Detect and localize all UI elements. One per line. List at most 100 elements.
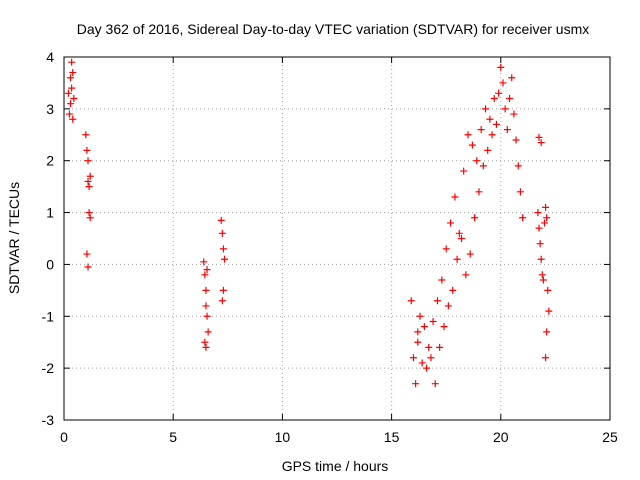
data-point-4-10	[442, 245, 450, 253]
x-tick-label-2: 10	[275, 429, 291, 445]
plot-frame	[63, 56, 611, 421]
data-point-1-1	[83, 146, 91, 154]
series-arc-5	[407, 89, 503, 388]
y-axis-label: SDTVAR / TECUs	[6, 182, 22, 294]
data-point-4-3	[414, 338, 422, 346]
data-point-5-12	[466, 250, 474, 258]
data-point-4-11	[447, 219, 455, 227]
series-arc-8	[535, 133, 545, 147]
data-points	[64, 58, 553, 388]
data-point-5-1	[418, 359, 426, 367]
data-point-2-2	[202, 286, 210, 294]
data-point-5-9	[453, 255, 461, 263]
data-point-8-2	[536, 240, 544, 248]
data-point-3-1	[218, 229, 226, 237]
data-point-5-5	[436, 343, 444, 351]
data-point-3-5	[218, 297, 226, 305]
y-tick-label-7: 4	[46, 49, 54, 65]
data-point-4-5	[420, 323, 428, 331]
data-point-4-19	[482, 105, 490, 113]
series-arc-4	[217, 216, 229, 305]
data-point-6-7	[512, 136, 520, 144]
data-point-6-9	[516, 188, 524, 196]
y-tick-label-0: -3	[42, 412, 55, 428]
data-point-1-2	[84, 157, 92, 165]
data-point-2-4	[203, 312, 211, 320]
data-point-4-17	[473, 157, 481, 165]
data-point-1-4	[85, 183, 93, 191]
data-point-0-7	[69, 69, 77, 77]
data-point-6-3	[503, 126, 511, 134]
series-arc-6	[414, 120, 500, 388]
data-point-5-4	[431, 380, 439, 388]
data-point-8-4	[538, 271, 546, 279]
data-point-1-3	[84, 177, 92, 185]
data-point-8-7	[542, 203, 550, 211]
data-point-4-8	[433, 297, 441, 305]
data-point-8-0	[534, 209, 542, 217]
data-point-2-3	[202, 302, 210, 310]
data-point-6-6	[510, 110, 518, 118]
y-tick-label-4: 1	[46, 205, 54, 221]
data-point-5-10	[457, 235, 465, 242]
data-point-0-1	[65, 110, 73, 118]
data-point-4-2	[412, 380, 420, 388]
y-tick-label-2: -1	[42, 308, 55, 324]
data-point-5-3	[427, 354, 435, 362]
data-point-4-16	[468, 141, 476, 149]
data-point-7-0	[535, 133, 543, 141]
data-point-1-6	[86, 172, 94, 180]
data-point-4-18	[477, 126, 485, 134]
data-point-2-5	[204, 328, 212, 336]
data-point-4-22	[495, 89, 503, 97]
data-point-6-10	[519, 214, 527, 222]
data-point-4-14	[460, 167, 468, 175]
data-point-5-18	[492, 120, 500, 128]
data-point-4-12	[451, 193, 459, 201]
x-tick-label-1: 5	[169, 429, 177, 445]
data-point-5-15	[479, 162, 487, 170]
data-point-6-0	[497, 63, 505, 71]
y-tick-label-6: 3	[46, 101, 54, 117]
data-point-1-9	[84, 263, 92, 271]
data-point-5-11	[462, 271, 470, 279]
data-point-4-15	[464, 131, 472, 139]
data-point-1-8	[83, 250, 91, 258]
data-point-8-5	[539, 276, 547, 284]
data-point-5-6	[440, 323, 448, 331]
data-point-5-2	[423, 364, 431, 372]
data-point-8-8	[543, 214, 551, 222]
data-point-2-7	[202, 343, 210, 351]
series-arc-3	[200, 258, 212, 351]
data-point-4-20	[486, 115, 494, 123]
data-point-5-0	[414, 328, 422, 336]
data-point-6-1	[499, 79, 507, 87]
x-tick-label-4: 20	[493, 429, 509, 445]
data-point-6-5	[508, 74, 516, 82]
x-tick-label-0: 0	[60, 429, 68, 445]
data-point-8-6	[540, 219, 548, 227]
data-point-4-9	[438, 276, 446, 284]
data-point-4-7	[429, 317, 437, 325]
data-point-4-21	[490, 94, 498, 102]
data-point-3-2	[219, 245, 227, 253]
x-tick-label-5: 25	[602, 429, 618, 445]
y-tick-label-5: 2	[46, 153, 54, 169]
data-point-8-1	[535, 224, 543, 232]
data-point-3-3	[221, 255, 229, 263]
chart-title: Day 362 of 2016, Sidereal Day-to-day VTE…	[77, 21, 590, 37]
data-point-0-5	[68, 84, 76, 92]
series-arc-2	[82, 131, 94, 271]
axis-ticks: 0 5 10 15 20 25 -3 -2 -1 0 1 2 3 4	[42, 49, 618, 445]
data-point-0-4	[68, 58, 76, 66]
data-point-0-3	[67, 100, 75, 108]
data-point-2-6	[201, 338, 209, 346]
data-point-7-1	[537, 139, 545, 147]
data-point-5-14	[475, 188, 483, 196]
data-point-1-0	[82, 131, 90, 139]
data-point-8-10	[545, 307, 553, 315]
data-point-5-13	[471, 214, 479, 222]
data-point-5-7	[444, 302, 452, 310]
x-tick-label-3: 15	[384, 429, 400, 445]
